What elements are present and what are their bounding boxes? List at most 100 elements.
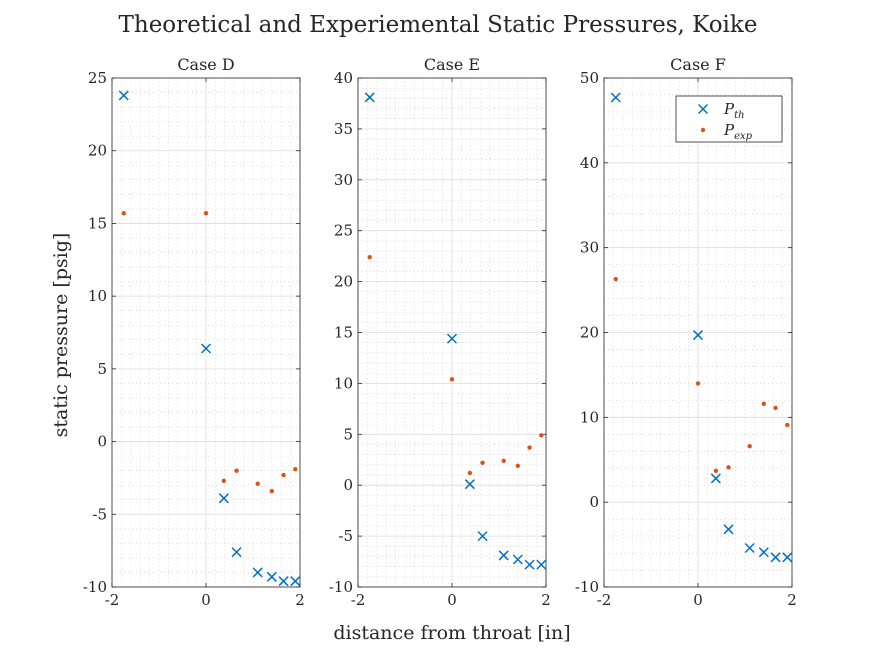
x-tick-label: 2 [295, 591, 305, 609]
y-tick-label: 5 [97, 360, 107, 378]
y-tick-label: 0 [589, 493, 599, 511]
x-tick-label: 2 [541, 591, 551, 609]
data-point-exp [203, 211, 209, 216]
y-tick-label: 15 [88, 214, 107, 232]
data-point-exp [269, 488, 274, 494]
data-point-th [524, 559, 535, 570]
y-tick-label: -5 [338, 527, 353, 545]
x-tick-label: -2 [351, 591, 366, 609]
y-tick-label: -10 [329, 578, 353, 596]
data-point-th [231, 547, 242, 558]
subplot-title: Case F [670, 55, 726, 74]
legend-label-subscript: th [734, 110, 744, 121]
y-tick-label: 50 [580, 69, 599, 87]
minor-grid [112, 78, 300, 587]
y-tick-label: 20 [88, 142, 107, 160]
legend-label-subscript: exp [734, 131, 753, 142]
y-tick-label: 40 [580, 154, 599, 172]
data-point-exp [293, 467, 298, 472]
y-tick-label: 0 [343, 476, 353, 494]
data-point-th [218, 493, 229, 504]
y-tick-label: 20 [334, 273, 353, 291]
x-tick-label: 0 [693, 591, 703, 609]
data-point-exp [527, 445, 532, 450]
y-tick-label: 10 [88, 287, 107, 305]
series-p-th [610, 92, 793, 563]
y-tick-label: 15 [334, 324, 353, 342]
y-tick-label: 5 [343, 425, 353, 443]
data-point-exp [713, 468, 719, 473]
data-point-th [290, 576, 301, 587]
y-tick-label: 30 [334, 171, 353, 189]
data-point-th [118, 90, 129, 101]
data-point-exp [121, 211, 126, 216]
data-point-th [364, 92, 375, 103]
data-point-th [744, 542, 755, 554]
data-point-th [278, 576, 289, 587]
data-point-exp [467, 470, 473, 476]
data-point-exp [367, 254, 372, 260]
panel-3: -10 0 10 20 30 40 50 -2 0 2 Case F [575, 55, 797, 609]
series-p-exp [367, 254, 544, 476]
y-tick-label: 25 [88, 69, 107, 87]
panel-2: -10 -5 0 5 10 15 20 25 30 35 40 -2 0 2 Case E [329, 55, 551, 609]
data-point-exp [449, 377, 455, 382]
data-point-th [512, 554, 523, 565]
x-axis-label: distance from throat [in] [333, 622, 570, 644]
series-p-th [118, 90, 301, 587]
x-tick-label: 2 [787, 591, 797, 609]
data-point-exp [221, 478, 227, 484]
data-point-exp [281, 472, 286, 478]
series-p-exp [613, 276, 790, 473]
series-p-exp [121, 211, 298, 494]
subplot-title: Case E [424, 55, 480, 74]
data-point-exp [761, 401, 766, 406]
data-point-th [610, 92, 621, 103]
data-point-exp [234, 468, 239, 473]
data-point-exp [539, 433, 544, 438]
panel-1: -10 -5 0 5 10 15 20 25 -2 0 2 Case D [83, 55, 305, 609]
data-point-th [252, 567, 263, 578]
data-point-th [710, 473, 721, 484]
y-axis-label: static pressure [psig] [50, 233, 72, 438]
minor-grid [358, 78, 546, 587]
y-tick-label: 40 [334, 69, 353, 87]
x-tick-label: -2 [597, 591, 612, 609]
y-tick-label: 0 [97, 433, 107, 451]
y-tick-label: 30 [580, 239, 599, 257]
data-point-th [536, 559, 547, 570]
data-point-th [200, 343, 212, 354]
figure-title: Theoretical and Experiemental Static Pre… [119, 12, 758, 38]
legend-marker-dot [700, 127, 706, 133]
legend-box [675, 95, 783, 143]
data-point-th [692, 330, 704, 341]
y-tick-label: 20 [580, 324, 599, 342]
x-tick-label: 0 [201, 591, 211, 609]
data-point-th [723, 524, 734, 535]
y-tick-label: 35 [334, 120, 353, 138]
data-point-th [464, 479, 475, 490]
data-point-th [758, 547, 769, 558]
data-point-th [266, 571, 277, 582]
y-tick-label: -10 [83, 578, 107, 596]
y-tick-label: -10 [575, 578, 599, 596]
data-point-th [770, 552, 781, 563]
x-tick-label: 0 [447, 591, 457, 609]
subplot-title: Case D [177, 55, 234, 74]
data-point-exp [613, 276, 618, 282]
series-p-th [364, 92, 547, 570]
data-point-th [782, 552, 793, 563]
data-point-exp [255, 481, 260, 486]
data-point-th [498, 550, 509, 561]
data-point-exp [480, 460, 485, 466]
data-point-exp [726, 465, 731, 470]
data-point-exp [747, 443, 752, 449]
data-point-th [446, 333, 458, 344]
data-point-exp [515, 463, 520, 469]
data-point-exp [785, 422, 790, 428]
y-tick-label: 25 [334, 222, 353, 240]
y-tick-label: 10 [334, 374, 353, 392]
legend-marker-x [697, 103, 709, 115]
